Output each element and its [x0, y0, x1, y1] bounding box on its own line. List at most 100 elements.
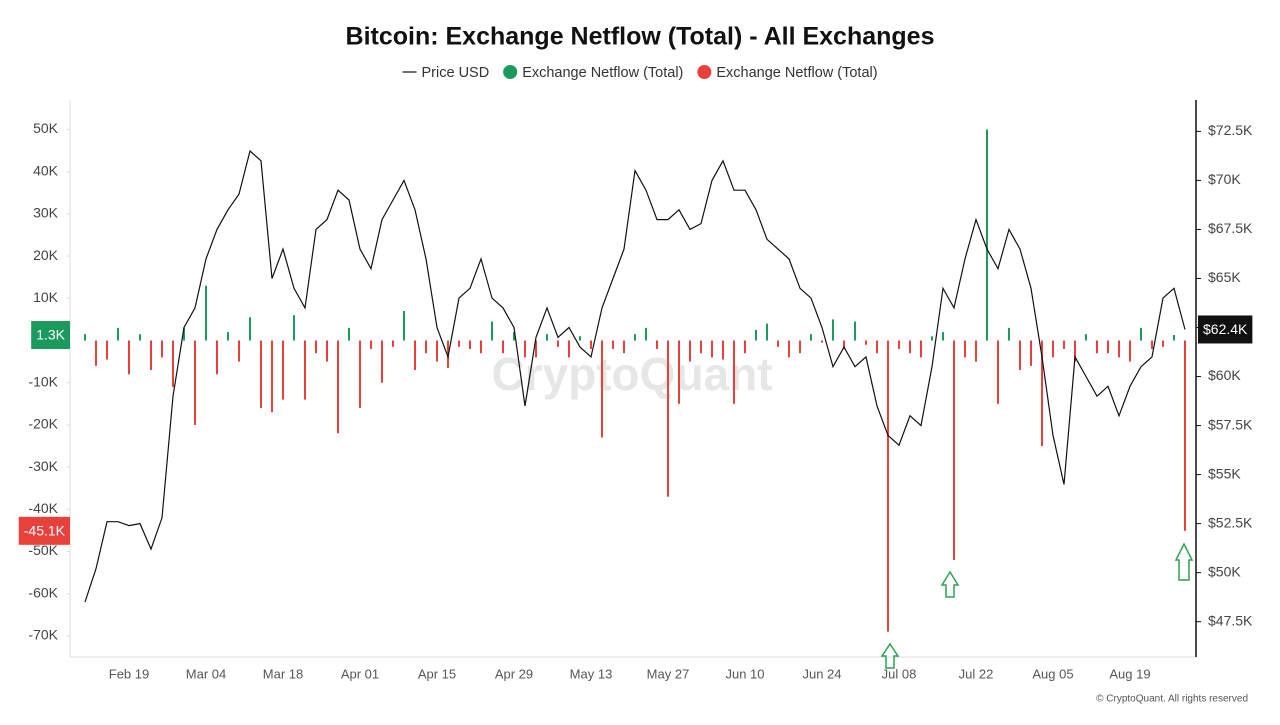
y-tick-label: -60K	[28, 584, 58, 600]
legend: Price USD Exchange Netflow (Total) Exchang…	[402, 65, 878, 81]
netflow-bar	[700, 340, 702, 354]
netflow-bar	[865, 340, 867, 345]
netflow-bar	[1041, 340, 1043, 447]
netflow-bar	[1008, 327, 1010, 341]
netflow-bar	[128, 340, 130, 375]
netflow-bar	[1162, 340, 1164, 347]
y-tick-label: -70K	[28, 627, 58, 643]
legend-swatch	[503, 65, 518, 79]
netflow-bar	[381, 340, 383, 383]
netflow-bar	[348, 327, 350, 341]
netflow-bar	[337, 340, 339, 434]
netflow-bar	[84, 334, 86, 341]
netflow-bar	[667, 340, 669, 497]
netflow-bar	[161, 340, 163, 358]
arrows	[880, 542, 1194, 669]
netflow-bar	[1096, 340, 1098, 354]
x-tick-label: Aug 05	[1032, 666, 1073, 681]
marker-box	[1198, 315, 1253, 344]
value-marker: 1.3K	[31, 321, 70, 350]
x-tick-label: Apr 15	[418, 666, 456, 681]
netflow-bar	[810, 334, 812, 341]
netflow-bar	[590, 340, 592, 349]
netflow-bar	[1085, 334, 1087, 341]
y-tick-label: -50K	[28, 542, 58, 558]
netflow-bar	[150, 340, 152, 371]
x-tick-label: Jun 24	[802, 666, 841, 681]
price-line	[84, 149, 1186, 603]
copyright: © CryptoQuant. All rights reserved	[1096, 694, 1248, 705]
netflow-bar	[722, 340, 724, 360]
netflow-bar	[95, 340, 97, 366]
netflow-bar	[260, 340, 262, 409]
netflow-bar	[766, 323, 768, 341]
x-tick-label: Apr 01	[341, 666, 379, 681]
netflow-bar	[898, 340, 900, 349]
netflow-bar	[799, 340, 801, 354]
netflow-bar	[733, 340, 735, 404]
netflow-bar	[1107, 340, 1109, 354]
netflow-bar	[1030, 340, 1032, 366]
y2-tick-label: $57.5K	[1208, 416, 1253, 432]
netflow-bar	[843, 340, 845, 349]
y2-tick-label: $67.5K	[1208, 220, 1253, 236]
netflow-bar	[1140, 327, 1142, 341]
marker-label: 1.3K	[36, 327, 65, 343]
netflow-bar	[931, 336, 933, 341]
y-tick-label: 10K	[33, 289, 59, 305]
legend-swatch	[697, 65, 712, 79]
netflow-bar	[953, 340, 955, 560]
netflow-bar	[568, 340, 570, 358]
y-tick-label: 50K	[33, 120, 59, 136]
y2-tick-label: $72.5K	[1208, 122, 1253, 138]
netflow-bar	[986, 129, 988, 341]
netflow-bar	[106, 340, 108, 360]
netflow-bar	[887, 340, 889, 632]
netflow-bar	[480, 340, 482, 354]
marker-box	[31, 321, 70, 350]
netflow-bar	[678, 340, 680, 404]
netflow-bar	[920, 340, 922, 358]
chart-title: Bitcoin: Exchange Netflow (Total) - All …	[346, 23, 935, 51]
netflow-bar	[1129, 340, 1131, 362]
netflow-bar	[755, 329, 757, 341]
y2-tick-label: $55K	[1208, 465, 1241, 481]
netflow-bar	[546, 334, 548, 341]
netflow-bar	[436, 340, 438, 362]
legend-label: Price USD	[422, 65, 490, 81]
netflow-bar	[205, 285, 207, 341]
netflow-bar	[821, 340, 823, 343]
netflow-bar	[370, 340, 372, 349]
netflow-bar	[942, 332, 944, 341]
y-tick-label: -40K	[28, 500, 58, 516]
netflow-bar	[282, 340, 284, 400]
netflow-bar	[216, 340, 218, 375]
x-tick-label: Apr 29	[495, 666, 533, 681]
y-tick-label: -10K	[28, 373, 58, 389]
netflow-bar	[645, 327, 647, 341]
netflow-bar	[183, 327, 185, 341]
x-tick-label: Mar 04	[186, 666, 226, 681]
netflow-bar	[271, 340, 273, 413]
netflow-bar	[854, 321, 856, 341]
x-tick-label: Aug 19	[1109, 666, 1150, 681]
netflow-bar	[777, 340, 779, 347]
netflow-bar	[909, 340, 911, 354]
x-tick-label: May 27	[647, 666, 690, 681]
netflow-bar	[315, 340, 317, 354]
netflow-bar	[194, 340, 196, 425]
netflow-bar	[425, 340, 427, 354]
netflow-bar	[1118, 340, 1120, 358]
netflow-bar	[964, 340, 966, 358]
netflow-bar	[513, 332, 515, 341]
y-tick-label: 40K	[33, 162, 59, 178]
netflow-bar	[1019, 340, 1021, 371]
netflow-bar	[1184, 340, 1186, 531]
y-tick-label: -20K	[28, 416, 58, 432]
netflow-bar	[579, 336, 581, 341]
netflow-bar	[414, 340, 416, 371]
x-tick-label: May 13	[570, 666, 613, 681]
netflow-bar	[876, 340, 878, 354]
y-tick-label: -30K	[28, 458, 58, 474]
